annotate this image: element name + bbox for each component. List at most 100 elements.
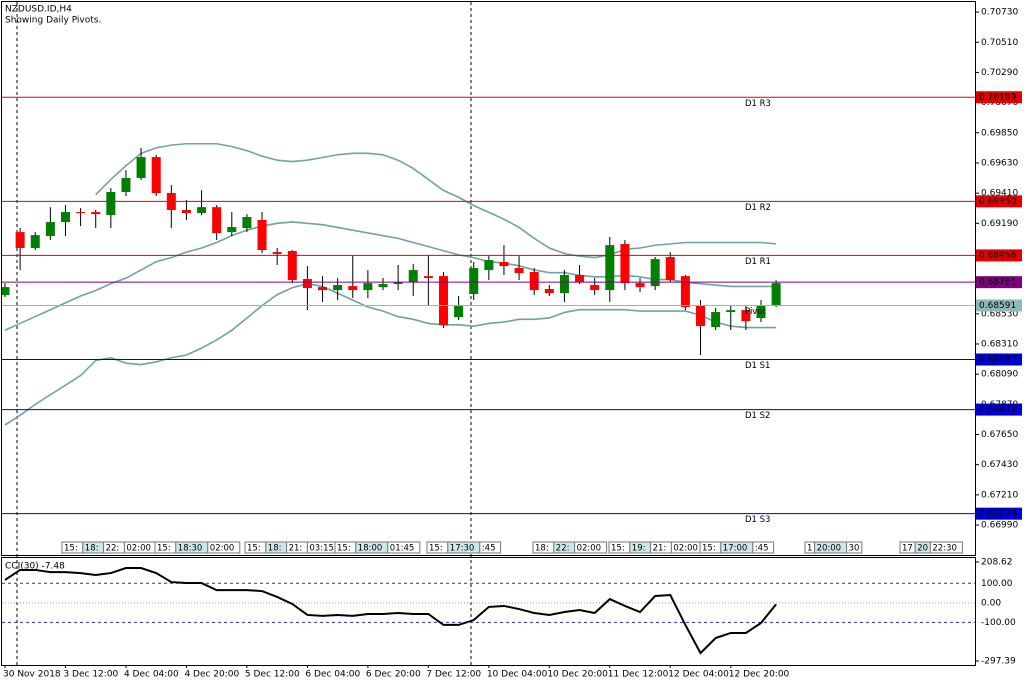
candle-body [318, 287, 328, 291]
price-box-label: 0.70109 [979, 93, 1016, 103]
price-plot [2, 96, 975, 515]
session-label: 22:30 [932, 544, 957, 554]
session-label: 03:15 [309, 544, 334, 554]
overlay: 0.707300.705100.702900.700700.698500.696… [2, 8, 1022, 680]
candle-body [726, 310, 736, 313]
session-label: 15: [702, 544, 716, 554]
candle-body [469, 268, 479, 295]
pivot-level-name: D1 R2 [745, 203, 771, 213]
candle-body [2, 287, 10, 296]
session-label: 18:00 [358, 544, 383, 554]
candle-body [438, 276, 448, 326]
x-tick-label: 4 Dec 04:00 [124, 670, 179, 680]
candle-body [227, 227, 237, 233]
session-label: :45 [482, 544, 496, 554]
price-box [976, 91, 1022, 104]
x-tick-label: 11 Dec 12:00 [608, 670, 669, 680]
candle-body [302, 278, 312, 289]
session-label: 02:00 [210, 544, 235, 554]
pivot-level-name: Pivot [745, 307, 767, 317]
x-tick-label: 6 Dec 20:00 [366, 670, 421, 680]
x-tick-label: 10 Dec 04:00 [487, 670, 548, 680]
y-tick-label: 0.69630 [981, 158, 1018, 168]
y-tick-label: 0.68530 [981, 309, 1018, 319]
session-box [752, 541, 775, 554]
candle-body [348, 286, 358, 291]
candle-body [620, 244, 630, 284]
price-box-label: 0.68761 [979, 278, 1016, 288]
candle-body [91, 212, 101, 215]
candle-body [272, 252, 282, 255]
session-box [929, 541, 963, 554]
x-tick-label: 3 Dec 12:00 [63, 670, 118, 680]
session-label: 17:30 [450, 544, 475, 554]
y-tick-label: 0.69190 [981, 219, 1018, 229]
price-box [976, 403, 1022, 416]
y-tick-label: 0.68310 [981, 340, 1018, 350]
candle-body [635, 283, 645, 288]
candle-body [363, 283, 373, 291]
candle-body [711, 312, 721, 327]
y-tick-label: 0.70730 [981, 8, 1018, 18]
candle-body [484, 260, 494, 271]
session-label: 15: [247, 544, 261, 554]
candle-body [665, 257, 675, 281]
price-box-label: 0.68956 [979, 251, 1016, 261]
symbol-label: NZDUSD.ID,H4 [5, 5, 72, 15]
session-label: 15: [611, 544, 625, 554]
candle-body [575, 275, 585, 283]
session-box [479, 541, 502, 554]
y-tick-label: 208.62 [981, 558, 1013, 568]
candle-body [121, 178, 131, 193]
candle-body [242, 217, 252, 229]
candle-body [15, 232, 25, 248]
x-tick-label: 12 Dec 20:00 [729, 670, 790, 680]
candle-body [76, 212, 86, 214]
candle-body [136, 157, 146, 179]
session-label: 20 [917, 544, 928, 554]
candle-body [151, 157, 161, 193]
candle-body [106, 192, 116, 216]
candle-body [378, 284, 388, 288]
candle-body [333, 285, 343, 291]
x-tick-label: 4 Dec 20:00 [184, 670, 239, 680]
y-tick-label: 0.70510 [981, 38, 1018, 48]
candle-body [605, 245, 615, 291]
candle-body [771, 283, 781, 306]
candle-body [529, 272, 539, 291]
price-box-label: 0.68197 [979, 355, 1016, 365]
session-label: 18: [268, 544, 282, 554]
pivot-level-name: D1 S3 [745, 515, 770, 525]
y-tick-label: 0.68090 [981, 370, 1018, 380]
x-tick-label: 10 Dec 20:00 [547, 670, 608, 680]
x-tick-label: 7 Dec 12:00 [426, 670, 481, 680]
candle-body [45, 222, 55, 237]
candle-body [454, 306, 464, 318]
session-label: 19: [632, 544, 646, 554]
candle-body [756, 305, 766, 319]
pivot-level-name: D1 S2 [745, 411, 770, 421]
y-tick-label: 0.69410 [981, 189, 1018, 199]
y-tick-label: 0.69850 [981, 128, 1018, 138]
session-label: 02:00 [126, 544, 150, 554]
x-tick-label: 5 Dec 12:00 [245, 670, 300, 680]
candle-body [514, 268, 524, 274]
price-box [976, 353, 1022, 366]
session-label: 15: [337, 544, 351, 554]
session-label: :45 [755, 544, 769, 554]
price-box-label: 0.69350 [979, 197, 1016, 207]
session-label: 02:00 [673, 544, 698, 554]
x-tick-label: 12 Dec 04:00 [668, 670, 729, 680]
candle-body [741, 310, 751, 322]
session-label: 21: [653, 544, 667, 554]
session-label: 02:00 [577, 544, 602, 554]
pivot-level-name: D1 R3 [745, 99, 771, 109]
session-label: 21: [289, 544, 303, 554]
price-box-label: 0.67832 [979, 405, 1016, 415]
session-label: 17 [902, 544, 913, 554]
session-label: 01:45 [390, 544, 415, 554]
indicator-title: CCI(30) -7.48 [5, 562, 65, 572]
session-label: 22: [106, 544, 120, 554]
